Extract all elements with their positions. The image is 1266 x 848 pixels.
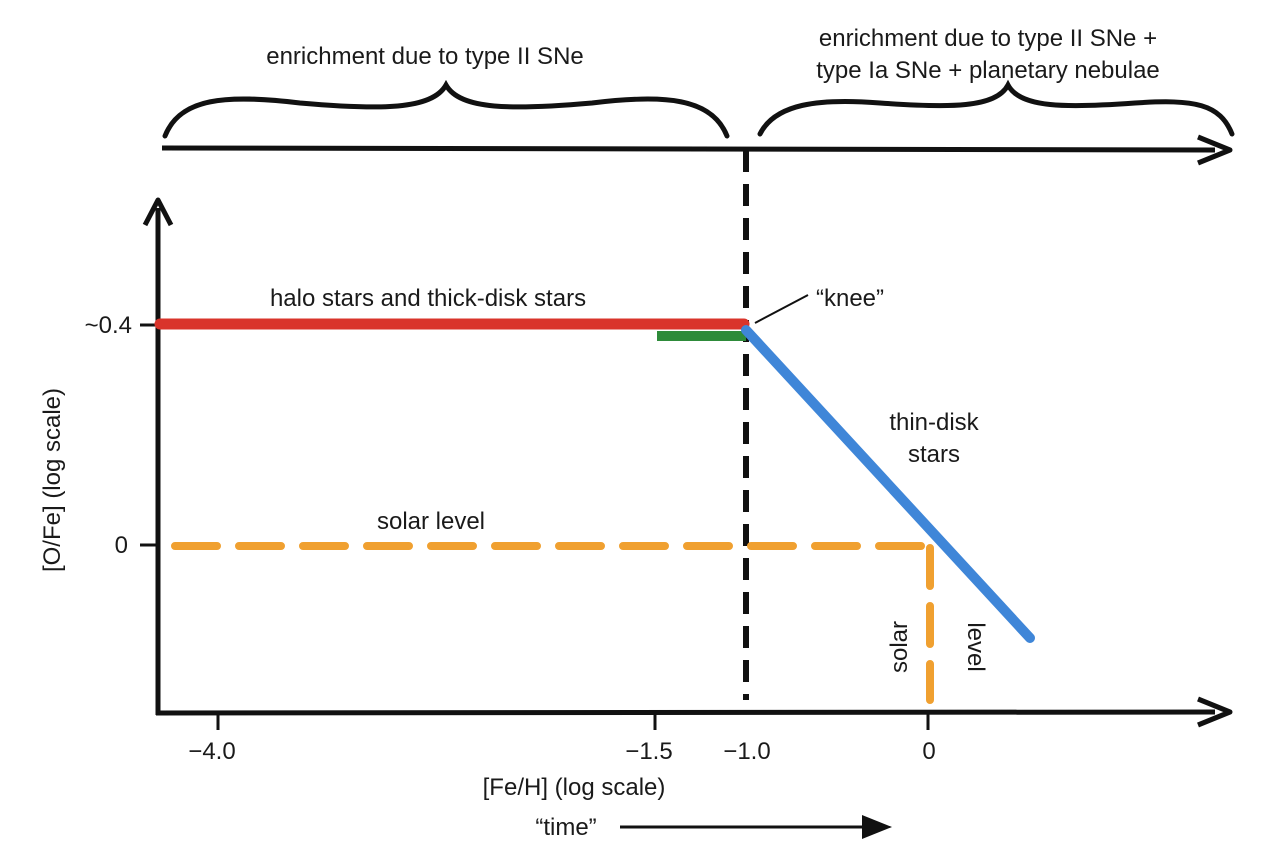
knee-pointer: [754, 294, 809, 324]
x-tick-label-minus4: −4.0: [188, 738, 235, 765]
time-label: “time”: [535, 814, 596, 841]
x-tick-label-minus1: −1.0: [723, 738, 770, 765]
y-axis-arrowhead: [142, 197, 174, 227]
x-axis-label: [Fe/H] (log scale): [483, 774, 666, 801]
solar-vertical-label-1: solar: [886, 621, 913, 673]
brace-late: [757, 79, 1235, 137]
brace-early: [162, 79, 730, 139]
thin-disk-decline: [741, 325, 1035, 643]
knee-label: “knee”: [816, 285, 884, 312]
solar-vertical-label-2: level: [962, 622, 989, 671]
y-axis-label: [O/Fe] (log scale): [39, 388, 66, 572]
x-axis-arrowhead: [1197, 696, 1233, 728]
thin-disk-label-line2: stars: [908, 441, 960, 468]
label-late-enrichment-line1: enrichment due to type II SNe +: [819, 25, 1157, 52]
x-axis: [155, 709, 1216, 716]
label-early-enrichment: enrichment due to type II SNe: [266, 43, 584, 70]
y-tick-label-0: 0: [115, 532, 128, 559]
label-late-enrichment-line2: type Ia SNe + planetary nebulae: [816, 57, 1160, 84]
x-tick-label-0: 0: [922, 738, 935, 765]
time-arrow-head: [862, 815, 892, 839]
solar-level-label: solar level: [377, 508, 485, 535]
halo-thick-disk-label: halo stars and thick-disk stars: [270, 285, 586, 312]
y-tick-label-0.4: ~0.4: [85, 312, 132, 339]
top-time-axis: [161, 145, 1216, 153]
top-time-axis-arrowhead: [1197, 134, 1233, 166]
x-tick-label-minus1.5: −1.5: [625, 738, 672, 765]
thin-disk-label-line1: thin-disk: [889, 409, 979, 436]
